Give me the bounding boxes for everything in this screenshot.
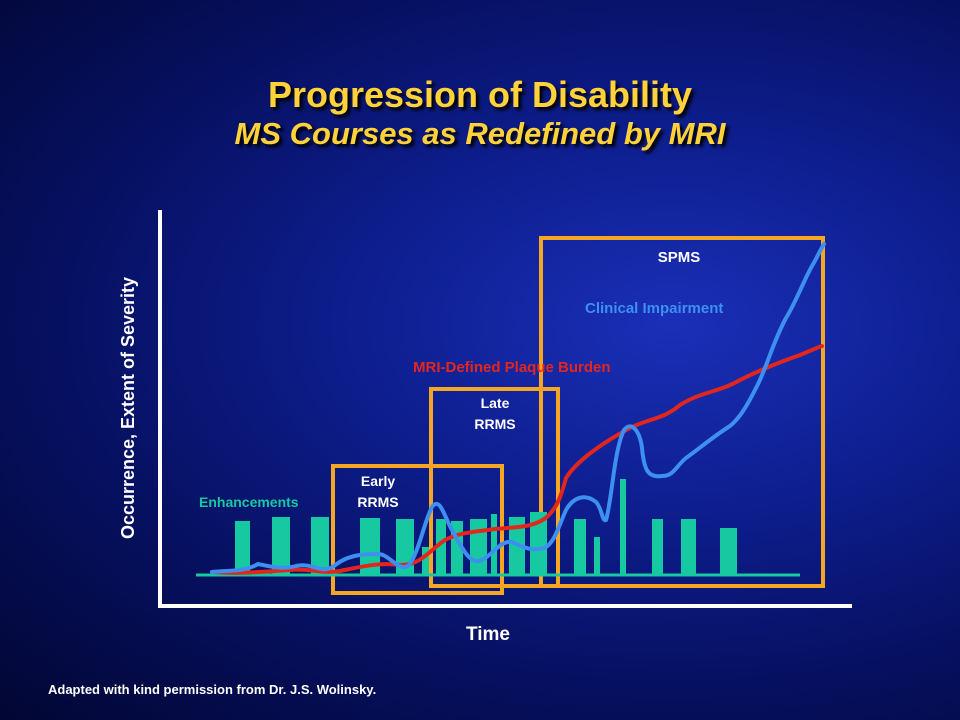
slide-title: Progression of Disability — [267, 74, 693, 115]
spms-box — [539, 236, 825, 588]
enhancement-bar — [470, 519, 487, 575]
enhancement-bar — [652, 519, 663, 575]
enhancement-bar — [491, 514, 497, 575]
enhancement-bar — [272, 517, 290, 575]
enhancement-bar — [422, 547, 429, 575]
clinical-impairment-label: Clinical Impairment — [585, 300, 723, 317]
spms-label: SPMS — [658, 249, 701, 266]
enhancement-bar — [620, 479, 626, 575]
enhancements-label: Enhancements — [199, 494, 299, 510]
enhancement-bar — [594, 537, 600, 575]
late-rrms-label-line2: RRMS — [474, 416, 515, 432]
enhancement-bar — [681, 519, 696, 575]
enhancement-bar — [235, 521, 250, 575]
plaque-burden-curve — [210, 344, 824, 575]
y-axis-label: Occurrence, Extent of Severity — [118, 277, 138, 539]
enhancement-bar — [530, 512, 547, 575]
late-rrms-label-line1: Late — [481, 395, 510, 411]
enhancement-bars — [235, 479, 737, 575]
early-rrms-label-line1: Early — [361, 473, 395, 489]
enhancement-bar — [311, 517, 329, 575]
enhancement-bar — [574, 519, 586, 575]
plaque-burden-label: MRI-Defined Plaque Burden — [413, 359, 611, 376]
slide-subtitle: MS Courses as Redefined by MRI — [234, 116, 726, 151]
late-rrms-box — [429, 387, 560, 588]
enhancement-bar — [720, 528, 737, 575]
enhancement-bar — [360, 518, 380, 575]
attribution-footnote: Adapted with kind permission from Dr. J.… — [48, 682, 377, 697]
clinical-impairment-curve — [210, 242, 826, 574]
enhancement-bar — [436, 519, 446, 575]
x-axis-label: Time — [466, 624, 510, 645]
early-rrms-label-line2: RRMS — [357, 494, 398, 510]
